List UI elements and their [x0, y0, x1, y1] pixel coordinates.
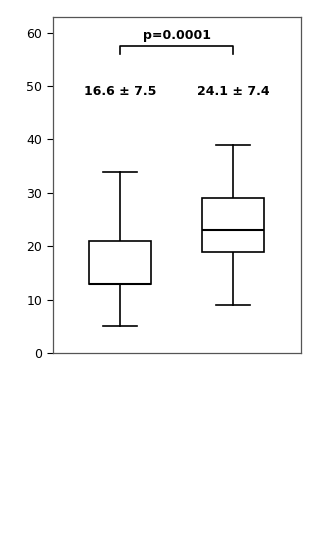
Text: 16.6 ± 7.5: 16.6 ± 7.5 [84, 85, 157, 98]
Text: Doentes com
A patologia
Esclerose
Múltipla (EM)
no Inverno: Doentes com A patologia Esclerose Múltip… [68, 374, 146, 455]
Text: p=0.0001: p=0.0001 [143, 29, 211, 42]
Bar [89, 241, 151, 284]
Bar [202, 198, 264, 252]
Text: 24.1 ± 7.4: 24.1 ± 7.4 [197, 85, 269, 98]
Text: Grupo controlo
no Inverno: Grupo controlo no Inverno [192, 374, 280, 404]
